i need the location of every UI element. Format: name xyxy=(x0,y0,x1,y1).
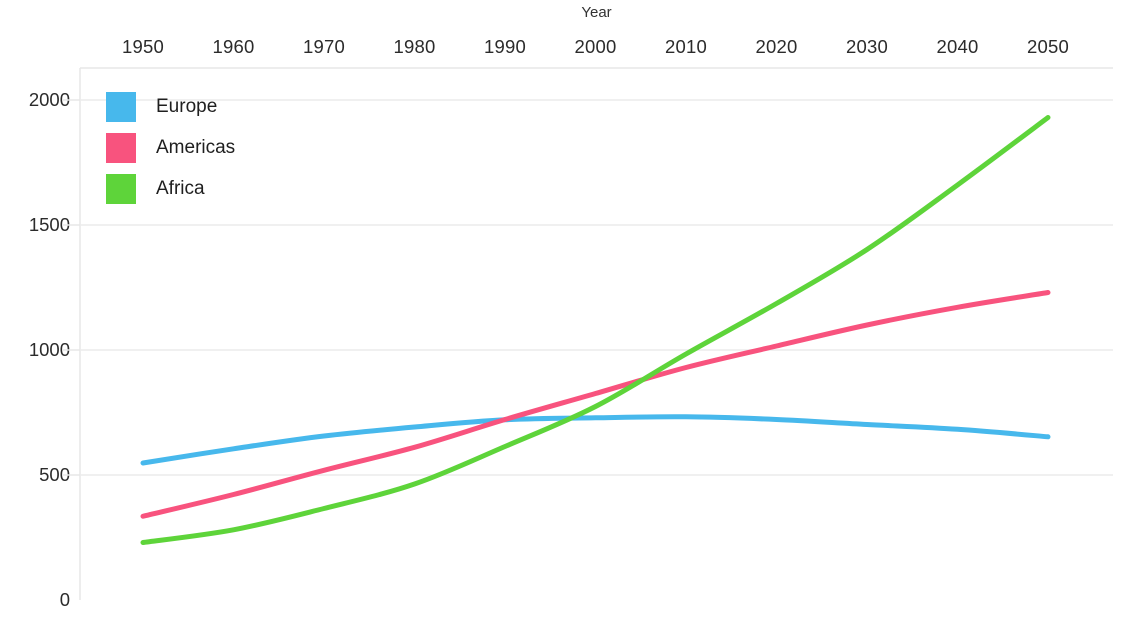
x-tick-label-1950: 1950 xyxy=(122,36,164,57)
x-tick-label-2030: 2030 xyxy=(846,36,888,57)
y-tick-label-2000: 2000 xyxy=(28,89,70,110)
x-tick-label-1970: 1970 xyxy=(303,36,345,57)
legend-label-americas: Americas xyxy=(156,137,236,158)
x-tick-label-1960: 1960 xyxy=(212,36,255,57)
legend-item-africa: Africa xyxy=(106,174,235,204)
legend-swatch-europe xyxy=(106,92,136,122)
x-tick-label-1980: 1980 xyxy=(393,36,436,57)
y-tick-label-1500: 1500 xyxy=(28,214,70,235)
series-line-europe xyxy=(140,414,1051,466)
series-line-africa xyxy=(140,115,1051,545)
x-tick-label-2000: 2000 xyxy=(574,36,617,57)
legend-swatch-africa xyxy=(106,174,136,204)
y-tick-label-0: 0 xyxy=(59,589,70,610)
legend: Europe Americas Africa xyxy=(106,92,235,215)
x-tick-label-1990: 1990 xyxy=(484,36,526,57)
x-tick-label-2010: 2010 xyxy=(665,36,707,57)
legend-item-europe: Europe xyxy=(106,92,235,122)
legend-swatch-americas xyxy=(106,133,136,163)
x-tick-label-2050: 2050 xyxy=(1027,36,1069,57)
legend-label-europe: Europe xyxy=(156,96,218,117)
y-tick-label-1000: 1000 xyxy=(28,339,70,360)
legend-label-africa: Africa xyxy=(156,178,205,199)
x-tick-label-2020: 2020 xyxy=(755,36,798,57)
x-tick-label-2040: 2040 xyxy=(936,36,979,57)
legend-item-americas: Americas xyxy=(106,133,235,163)
y-tick-label-500: 500 xyxy=(39,464,70,485)
x-axis-title: Year xyxy=(581,4,612,21)
series-line-americas xyxy=(140,290,1051,519)
